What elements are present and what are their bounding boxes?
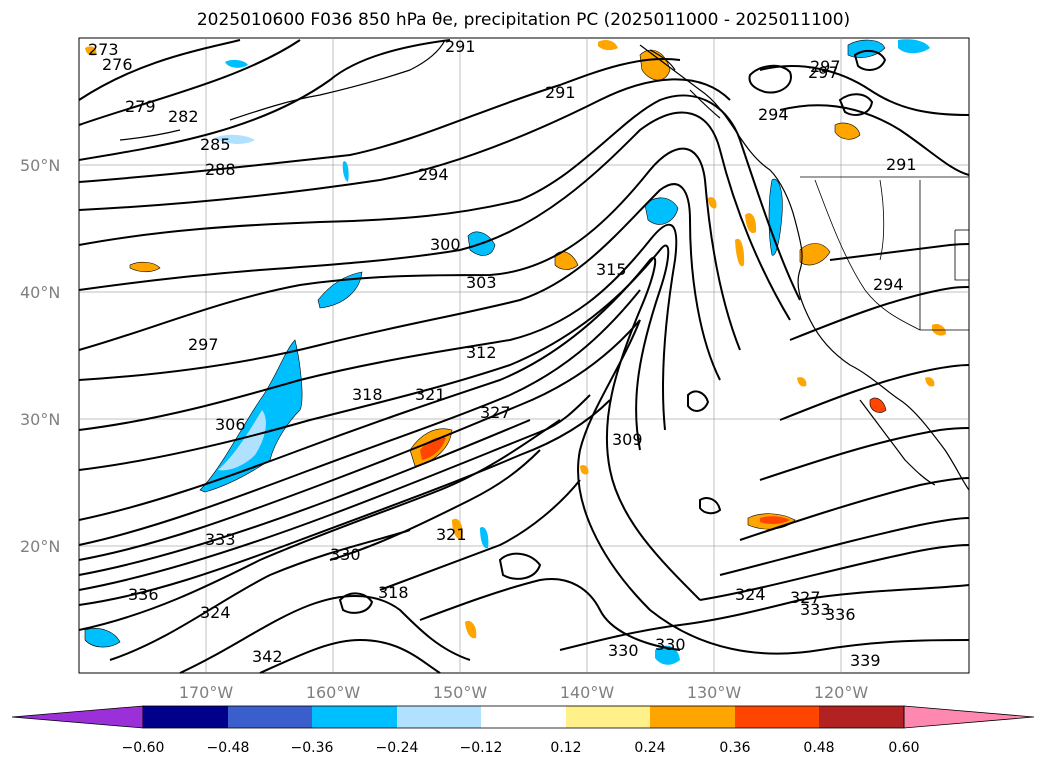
contour-label: 309 [612, 430, 643, 449]
contour-label: 276 [102, 55, 133, 74]
contour-label: 324 [735, 585, 766, 604]
colorbar-extend-left [11, 705, 144, 729]
colorbar-extend-right [903, 705, 1035, 729]
map-title: 2025010600 F036 850 hPa θe, precipitatio… [196, 10, 851, 30]
political-borders [800, 176, 969, 331]
colorbar-tick: −0.24 [376, 740, 419, 756]
contour-label: 327 [480, 403, 511, 422]
contour-label: 318 [378, 583, 409, 602]
colorbar-segment [819, 706, 904, 728]
coastlines [119, 39, 970, 491]
contour-label: 273 [88, 40, 119, 59]
contour-label: 330 [330, 545, 361, 564]
graticule [79, 38, 969, 673]
contour-labels: 273 276 279 282 285 288 291 291 294 294 … [88, 37, 917, 670]
contour-label: 339 [850, 651, 881, 670]
contour-label: 330 [608, 641, 639, 660]
contour-label: 336 [825, 605, 856, 624]
colorbar-tick: 0.12 [550, 740, 581, 756]
lat-label: 30°N [20, 410, 60, 429]
colorbar-tick: −0.48 [207, 740, 250, 756]
colorbar-segment [566, 706, 650, 728]
contour-label: 342 [252, 647, 283, 666]
contour-label: 321 [415, 385, 446, 404]
colorbar-segment [228, 706, 312, 728]
colorbar-tick: 0.36 [719, 740, 750, 756]
longitude-labels: 170°W 160°W 150°W 140°W 130°W 120°W [179, 683, 869, 702]
contour-label: 318 [352, 385, 383, 404]
contour-label: 327 [790, 588, 821, 607]
contour-label: 336 [128, 585, 159, 604]
colorbar-tick: 0.60 [888, 740, 919, 756]
contour-label: 294 [758, 105, 789, 124]
contour-label: 294 [873, 275, 904, 294]
colorbar-segment [481, 706, 566, 728]
contour-label: 294 [418, 165, 449, 184]
colorbar-tick: 0.24 [634, 740, 665, 756]
lon-label: 150°W [433, 683, 488, 702]
contour-label: 306 [215, 415, 246, 434]
lat-label: 50°N [20, 156, 60, 175]
contour-label: 330 [655, 635, 686, 654]
lon-label: 140°W [560, 683, 615, 702]
contour-label: 291 [886, 155, 917, 174]
contour-label: 288 [205, 160, 236, 179]
lon-label: 120°W [814, 683, 869, 702]
colorbar: −0.60 −0.48 −0.36 −0.24 −0.12 0.12 0.24 … [11, 705, 1035, 756]
colorbar-tick: 0.48 [803, 740, 834, 756]
lat-label: 20°N [20, 537, 60, 556]
contour-label: 315 [596, 260, 627, 279]
contour-label: 303 [466, 273, 497, 292]
colorbar-tick: −0.36 [291, 740, 334, 756]
lat-label: 40°N [20, 283, 60, 302]
contour-label: 300 [430, 235, 461, 254]
contour-label: 333 [205, 530, 236, 549]
contour-label: 333 [800, 600, 831, 619]
contour-label: 297 [808, 63, 839, 82]
lon-label: 170°W [179, 683, 234, 702]
contour-label: 312 [466, 343, 497, 362]
lon-label: 130°W [687, 683, 742, 702]
precipitation-shading [84, 39, 946, 665]
colorbar-tick: −0.12 [460, 740, 503, 756]
colorbar-segment [143, 706, 228, 728]
contour-label: 297 [810, 57, 841, 76]
contour-label: 279 [125, 97, 156, 116]
colorbar-segment [397, 706, 481, 728]
contour-label: 321 [436, 525, 467, 544]
lon-label: 160°W [306, 683, 361, 702]
contour-label: 282 [168, 107, 199, 126]
contour-label: 324 [200, 603, 231, 622]
contour-label: 291 [445, 37, 476, 56]
contour-label: 297 [188, 335, 219, 354]
colorbar-tick: −0.60 [122, 740, 165, 756]
contour-label: 285 [200, 135, 231, 154]
contour-label: 291 [545, 83, 576, 102]
latitude-labels: 50°N 40°N 30°N 20°N [20, 156, 60, 556]
colorbar-segment [650, 706, 735, 728]
colorbar-segment [312, 706, 397, 728]
colorbar-segment [735, 706, 819, 728]
theta-e-contours [78, 39, 970, 674]
